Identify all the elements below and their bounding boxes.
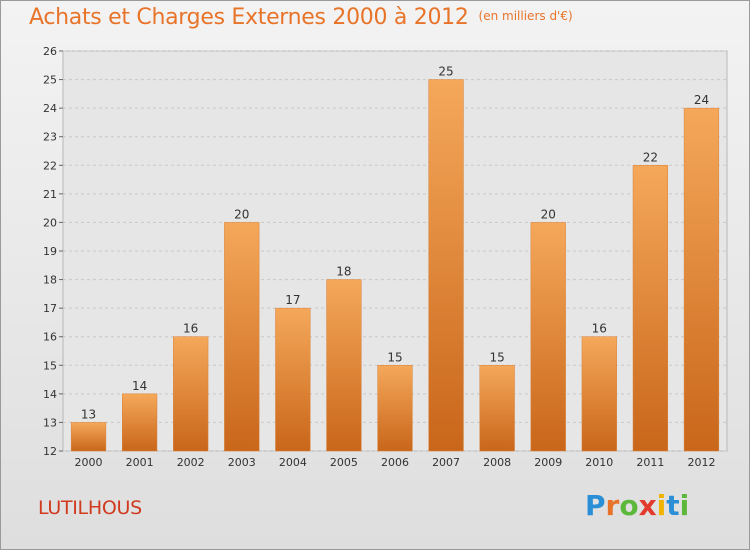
y-tick-label: 24 (43, 102, 57, 115)
data-label-2009: 20 (541, 207, 556, 221)
y-tick-label: 22 (43, 159, 57, 172)
bar-2005 (326, 279, 362, 452)
x-axis: 2000 2001 2002 2003 2004 2005 2006 2007 2008 2009… (75, 456, 716, 469)
y-tick-label: 25 (43, 74, 57, 87)
y-tick-label: 21 (43, 188, 57, 201)
logo-letter: t (666, 489, 680, 522)
bar-2010 (581, 336, 617, 452)
y-tick-label: 19 (43, 245, 57, 258)
y-tick-label: 26 (43, 45, 57, 58)
x-tick-label-2000: 2000 (75, 456, 103, 469)
logo-letter: o (619, 489, 639, 522)
x-tick-label-2012: 2012 (687, 456, 715, 469)
data-label-2011: 22 (643, 150, 658, 164)
data-label-2000: 13 (81, 407, 96, 421)
data-label-2006: 15 (387, 350, 402, 364)
y-axis: 12 13 14 15 16 17 18 19 20 21 22 23 24 25 26 (43, 45, 63, 458)
data-label-2004: 17 (285, 293, 300, 307)
bar-2002 (173, 336, 209, 452)
logo-letter: P (585, 489, 606, 522)
bar-2004 (275, 307, 311, 452)
x-tick-label-2003: 2003 (228, 456, 256, 469)
bar-2003 (224, 222, 260, 452)
bar-2000 (70, 422, 107, 452)
bar-2007 (428, 79, 464, 452)
data-label-2003: 20 (234, 207, 249, 221)
bars: 13 14 16 20 17 18 15 25 15 20 16 22 24 (70, 65, 720, 452)
y-tick-label: 23 (43, 131, 57, 144)
chart-title: Achats et Charges Externes 2000 à 2012 (e… (29, 5, 573, 30)
y-tick-label: 15 (43, 359, 57, 372)
bar-2011 (632, 165, 669, 452)
place-name: LUTILHOUS (38, 497, 142, 519)
data-label-2007: 25 (438, 65, 453, 79)
x-tick-label-2009: 2009 (534, 456, 562, 469)
logo-letter: r (605, 489, 620, 522)
logo-letter: x (638, 489, 657, 522)
logo-letter: i (679, 489, 690, 522)
bar-2008 (479, 365, 515, 452)
y-tick-label: 12 (43, 445, 57, 458)
y-tick-label: 13 (43, 416, 57, 429)
x-tick-label-2010: 2010 (585, 456, 613, 469)
x-tick-label-2006: 2006 (381, 456, 409, 469)
bar-2001 (121, 393, 158, 452)
x-tick-label-2007: 2007 (432, 456, 460, 469)
bar-2009 (530, 222, 566, 452)
bar-2012 (683, 107, 720, 452)
y-tick-label: 20 (43, 216, 57, 229)
data-label-2001: 14 (132, 379, 147, 393)
logo-letter: i (656, 489, 667, 522)
x-tick-label-2011: 2011 (636, 456, 664, 469)
x-tick-label-2004: 2004 (279, 456, 307, 469)
y-tick-label: 18 (43, 274, 57, 287)
x-tick-label-2008: 2008 (483, 456, 511, 469)
chart-subtitle: (en milliers d'€) (478, 9, 573, 23)
x-tick-label-2001: 2001 (126, 456, 154, 469)
x-tick-label-2002: 2002 (177, 456, 205, 469)
data-label-2010: 16 (592, 322, 607, 336)
y-tick-label: 14 (43, 388, 57, 401)
proxiti-logo[interactable]: Proxiti (585, 489, 689, 522)
bar-2006 (377, 365, 413, 452)
y-tick-label: 16 (43, 331, 57, 344)
data-label-2002: 16 (183, 322, 198, 336)
x-tick-label-2005: 2005 (330, 456, 358, 469)
data-label-2005: 18 (336, 265, 351, 279)
chart-title-text: Achats et Charges Externes 2000 à 2012 (29, 5, 469, 30)
data-label-2012: 24 (694, 93, 709, 107)
data-label-2008: 15 (490, 350, 505, 364)
y-tick-label: 17 (43, 302, 57, 315)
